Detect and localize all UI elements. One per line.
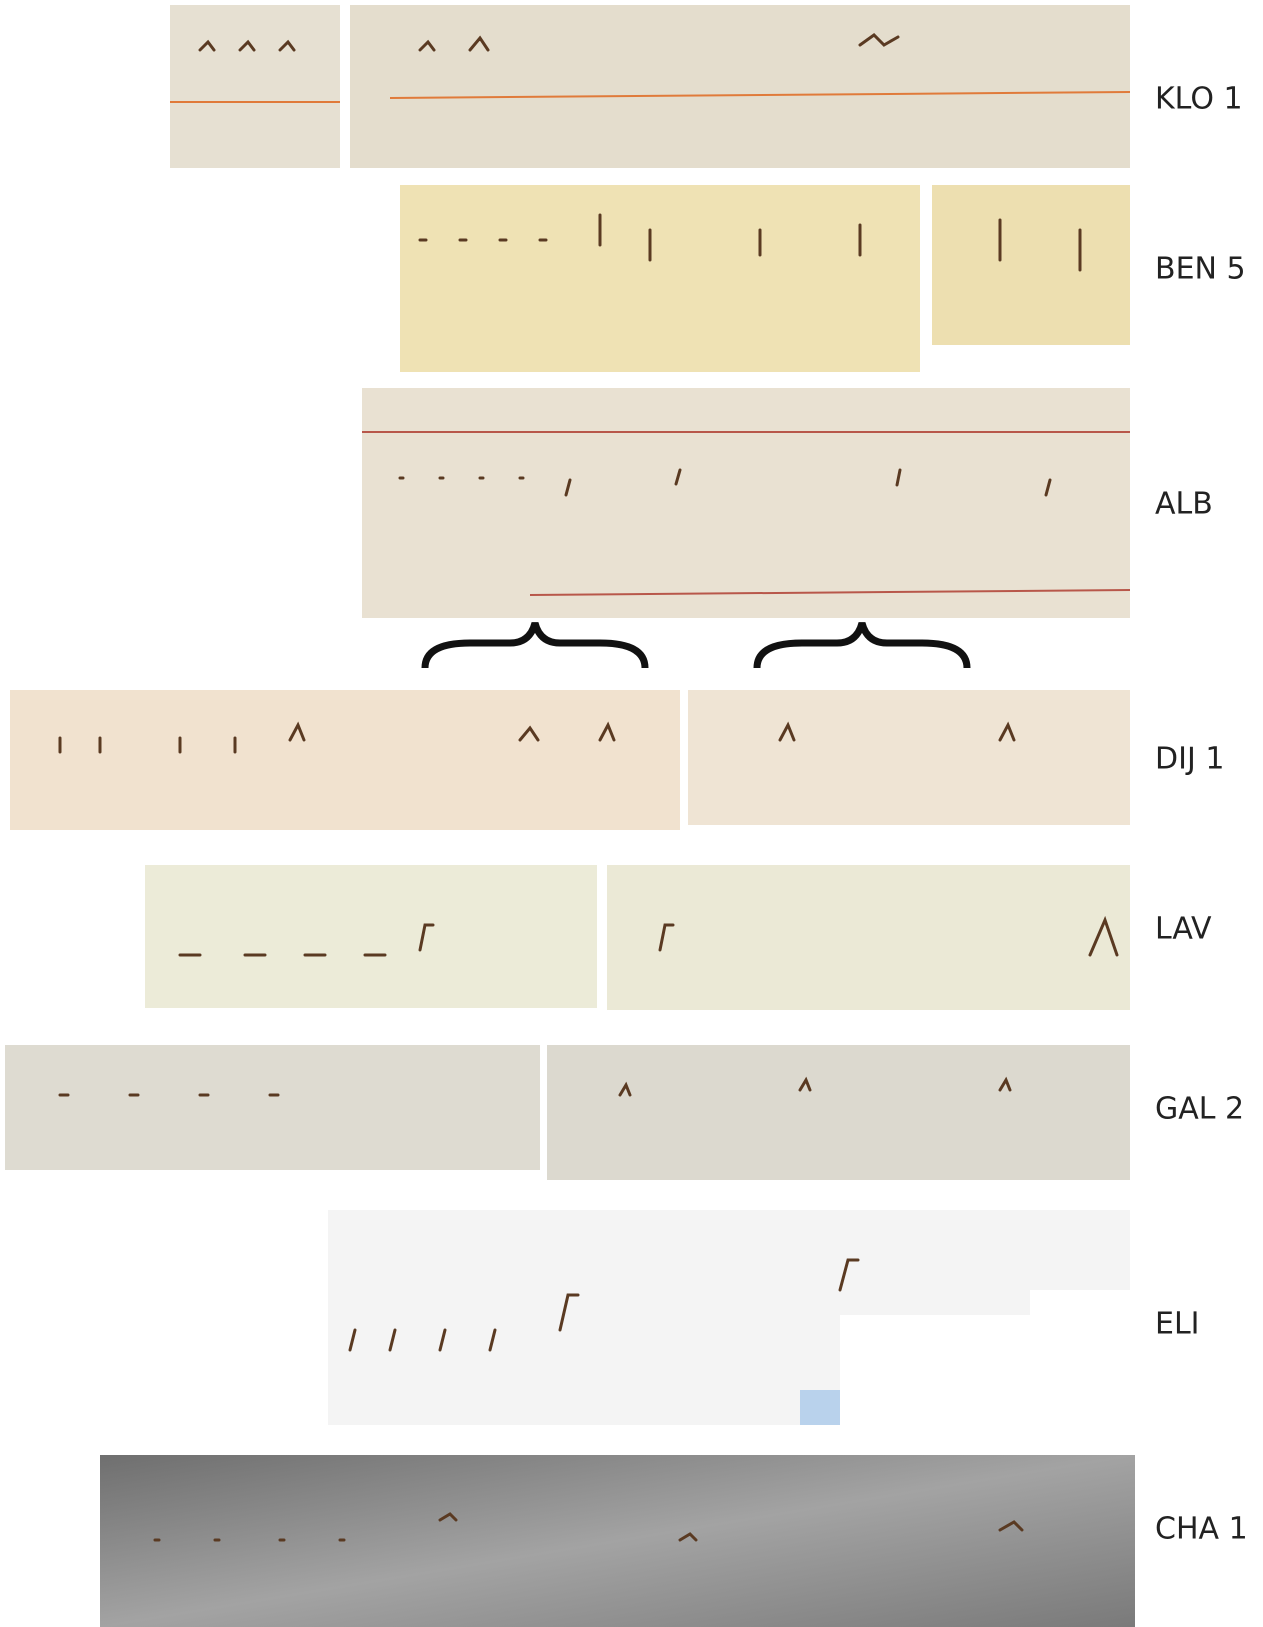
row-label: KLO 1 [1155,82,1243,117]
manuscript-fragment [362,388,1130,618]
row-label: ALB [1155,487,1213,522]
brace [425,623,967,668]
manuscript-fragment [170,5,1130,168]
manuscript-fragment [100,1455,1135,1627]
row-label: CHA 1 [1155,1512,1248,1547]
row-label: ELI [1155,1307,1200,1342]
row-label: GAL 2 [1155,1092,1244,1127]
manuscript-fragment [328,1210,1130,1425]
page: KLO 1BEN 5ALBDIJ 1LAVGAL 2ELICHA 1 (() =… [0,0,1263,1627]
row-label: LAV [1155,912,1212,947]
row-label: DIJ 1 [1155,742,1224,777]
manuscript-fragment [400,185,1130,372]
manuscript-fragment [5,1045,1130,1180]
row-labels: KLO 1 BEN 5 ALB DIJ 1 LAV GAL 2 ELI CHA 1 [1155,82,1248,1547]
figure: KLO 1 BEN 5 ALB DIJ 1 LAV GAL 2 ELI CHA 1 [0,0,1263,1627]
manuscript-fragment [10,690,1130,830]
row-label: BEN 5 [1155,252,1246,287]
manuscript-fragment [145,865,1130,1010]
